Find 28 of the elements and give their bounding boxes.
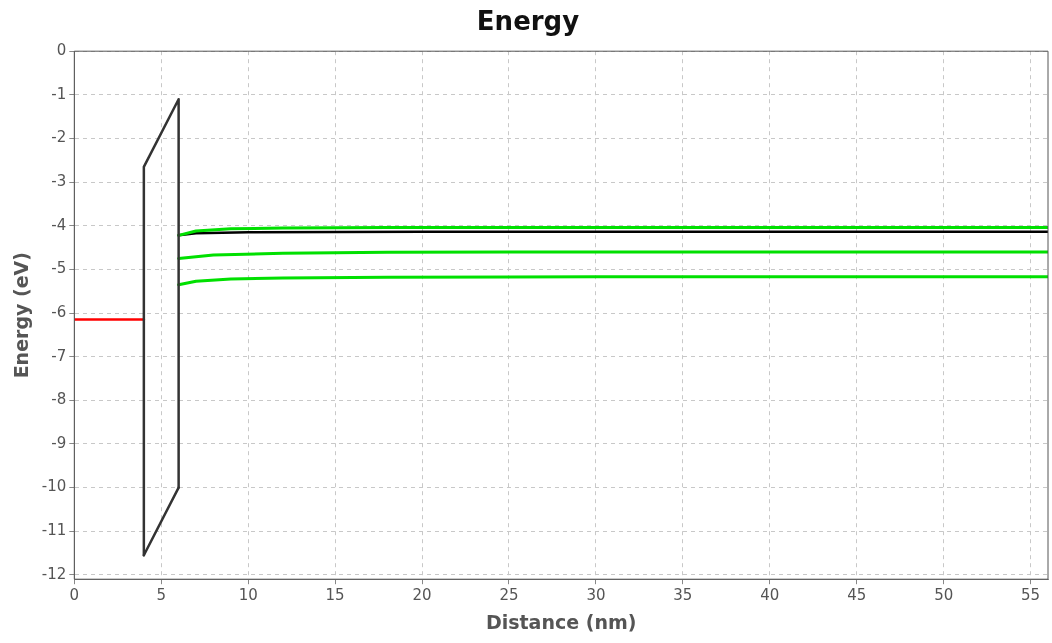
chart-title: Energy	[476, 6, 580, 37]
x-tick-label: 35	[673, 586, 693, 605]
y-tick-label: -8	[51, 390, 67, 409]
x-tick-label: 10	[238, 586, 258, 605]
x-tick-label: 20	[412, 586, 432, 605]
y-tick-label: -1	[51, 84, 67, 103]
y-tick-label: -12	[41, 564, 67, 583]
x-tick-label: 0	[69, 586, 80, 605]
y-tick-label: -9	[51, 433, 67, 452]
x-axis-title: Distance (nm)	[485, 610, 637, 633]
y-tick-label: 0	[56, 41, 67, 60]
y-tick-label: -5	[51, 259, 67, 278]
x-tick-label: 50	[934, 586, 954, 605]
y-tick-label: -2	[51, 128, 67, 147]
x-tick-label: 25	[499, 586, 519, 605]
y-axis-title: Energy (eV)	[10, 252, 33, 379]
y-tick-label: -7	[51, 346, 67, 365]
x-tick-label: 30	[586, 586, 606, 605]
y-tick-label: -6	[51, 302, 67, 321]
y-tick-label: -10	[41, 477, 67, 496]
y-tick-label: -4	[51, 215, 67, 234]
x-tick-label: 15	[325, 586, 345, 605]
y-tick-label: -11	[41, 521, 67, 540]
x-tick-label: 40	[760, 586, 780, 605]
x-tick-label: 5	[156, 586, 167, 605]
x-tick-label: 45	[847, 586, 867, 605]
y-tick-label: -3	[51, 172, 67, 190]
x-tick-label: 55	[1021, 586, 1041, 605]
